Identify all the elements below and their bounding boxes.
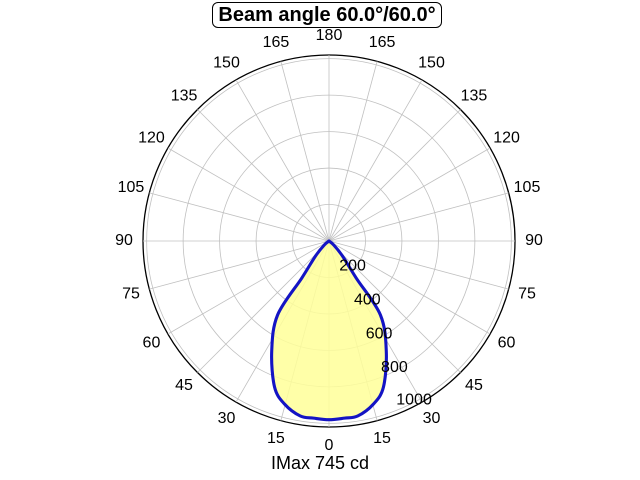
svg-text:120: 120 (138, 130, 165, 147)
svg-text:75: 75 (518, 285, 536, 302)
svg-text:60: 60 (143, 335, 161, 352)
svg-text:135: 135 (461, 87, 488, 104)
svg-text:600: 600 (366, 326, 393, 343)
svg-text:400: 400 (354, 292, 381, 309)
svg-text:0: 0 (325, 437, 334, 454)
svg-text:15: 15 (373, 430, 391, 447)
svg-text:30: 30 (218, 410, 236, 427)
svg-text:105: 105 (118, 179, 145, 196)
svg-text:105: 105 (514, 179, 541, 196)
svg-text:30: 30 (423, 410, 441, 427)
svg-text:90: 90 (115, 232, 133, 249)
svg-text:150: 150 (418, 55, 445, 72)
svg-text:135: 135 (171, 87, 198, 104)
svg-text:15: 15 (267, 430, 285, 447)
svg-text:165: 165 (369, 34, 396, 51)
svg-text:120: 120 (493, 130, 520, 147)
svg-text:800: 800 (381, 359, 408, 376)
svg-text:165: 165 (263, 34, 290, 51)
svg-text:45: 45 (465, 377, 483, 394)
svg-text:180: 180 (316, 27, 343, 44)
svg-text:1000: 1000 (396, 392, 432, 409)
svg-text:75: 75 (122, 285, 140, 302)
svg-text:45: 45 (175, 377, 193, 394)
svg-text:200: 200 (339, 258, 366, 275)
svg-text:90: 90 (525, 232, 543, 249)
svg-text:150: 150 (213, 55, 240, 72)
svg-text:60: 60 (498, 335, 516, 352)
